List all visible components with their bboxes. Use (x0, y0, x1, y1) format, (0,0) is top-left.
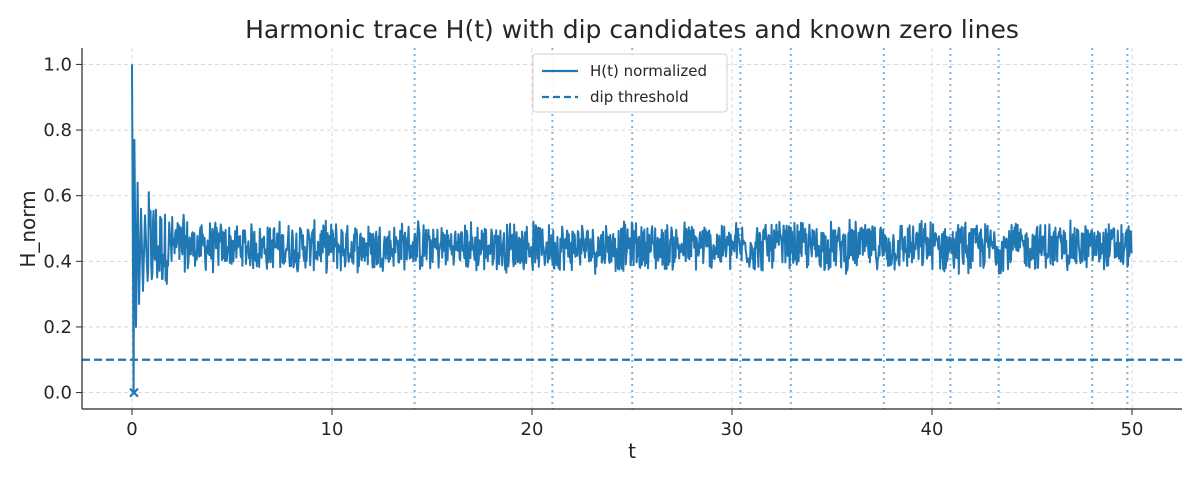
x-axis-label: t (628, 439, 636, 463)
x-tick-label: 30 (721, 419, 744, 440)
y-tick-label: 0.4 (43, 251, 72, 272)
series-layer (82, 64, 1182, 398)
ticks: 0 10 20 30 40 50 0.0 0.2 0.4 0.6 0.8 1.0 (43, 54, 1143, 440)
y-axis-label: H_norm (16, 190, 40, 267)
legend: H(t) normalized dip threshold (532, 53, 728, 113)
x-tick-label: 10 (321, 419, 344, 440)
y-tick-label: 1.0 (43, 54, 72, 75)
legend-box (532, 53, 728, 113)
y-tick-label: 0.2 (43, 317, 72, 338)
y-tick-label: 0.0 (43, 383, 72, 404)
x-tick-label: 40 (921, 419, 944, 440)
y-tick-label: 0.8 (43, 120, 72, 141)
series-line-h-normalized (131, 64, 1133, 394)
legend-label-h-normalized: H(t) normalized (590, 62, 707, 80)
legend-label-dip-threshold: dip threshold (590, 88, 689, 106)
axes (81, 48, 1182, 410)
y-tick-label: 0.6 (43, 186, 72, 207)
x-tick-label: 50 (1121, 419, 1144, 440)
x-tick-label: 0 (126, 419, 137, 440)
chart-title: Harmonic trace H(t) with dip candidates … (245, 15, 1019, 44)
x-tick-label: 20 (521, 419, 544, 440)
dip-candidate-marker (129, 387, 139, 398)
